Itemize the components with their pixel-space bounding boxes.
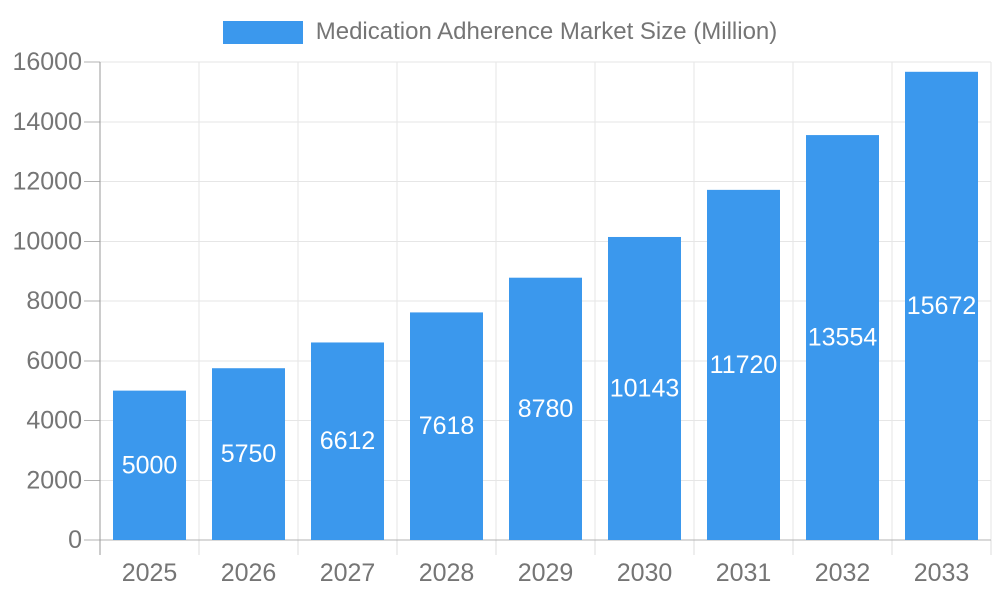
y-axis-tick-label: 10000: [12, 227, 82, 255]
bar-2032[interactable]: [806, 135, 879, 540]
x-axis-tick-label: 2029: [518, 559, 574, 587]
bar-2033[interactable]: [905, 71, 978, 540]
y-axis-tick-label: 8000: [26, 287, 82, 315]
x-axis-tick-label: 2031: [716, 559, 772, 587]
bar-value-label: 5000: [122, 451, 178, 479]
legend-swatch-icon: [222, 20, 303, 44]
bar-value-label: 8780: [518, 395, 574, 423]
x-axis-tick-label: 2026: [221, 559, 277, 587]
y-axis-tick-label: 12000: [12, 168, 82, 196]
x-axis-tick-label: 2033: [914, 559, 970, 587]
bar-2029[interactable]: [509, 277, 582, 540]
y-axis-tick-label: 14000: [12, 108, 82, 136]
bar-value-label: 5750: [221, 440, 277, 468]
y-axis-tick-label: 6000: [26, 347, 82, 375]
bar-value-label: 10143: [610, 374, 680, 402]
x-axis-tick-label: 2027: [320, 559, 376, 587]
bar-2026[interactable]: [212, 368, 285, 540]
x-axis-tick-label: 2032: [815, 559, 871, 587]
bar-value-label: 7618: [419, 412, 475, 440]
x-axis-tick-label: 2028: [419, 559, 475, 587]
y-axis-tick-label: 0: [68, 526, 82, 554]
x-axis-tick-label: 2025: [122, 559, 178, 587]
bar-value-label: 13554: [808, 324, 878, 352]
bar-value-label: 15672: [907, 292, 977, 320]
bar-2025[interactable]: [113, 390, 186, 540]
y-axis-tick-label: 16000: [12, 48, 82, 76]
bar-value-label: 6612: [320, 427, 376, 455]
bar-2031[interactable]: [707, 189, 780, 541]
y-axis-tick-label: 2000: [26, 466, 82, 494]
x-axis-tick-label: 2030: [617, 559, 673, 587]
bar-2027[interactable]: [311, 342, 384, 540]
legend-label: Medication Adherence Market Size (Millio…: [315, 18, 778, 45]
bar-value-label: 11720: [710, 351, 778, 379]
bar-2030[interactable]: [608, 236, 681, 540]
y-axis-tick-label: 4000: [26, 407, 82, 435]
bar-2028[interactable]: [410, 312, 483, 540]
legend[interactable]: Medication Adherence Market Size (Millio…: [0, 14, 1000, 50]
